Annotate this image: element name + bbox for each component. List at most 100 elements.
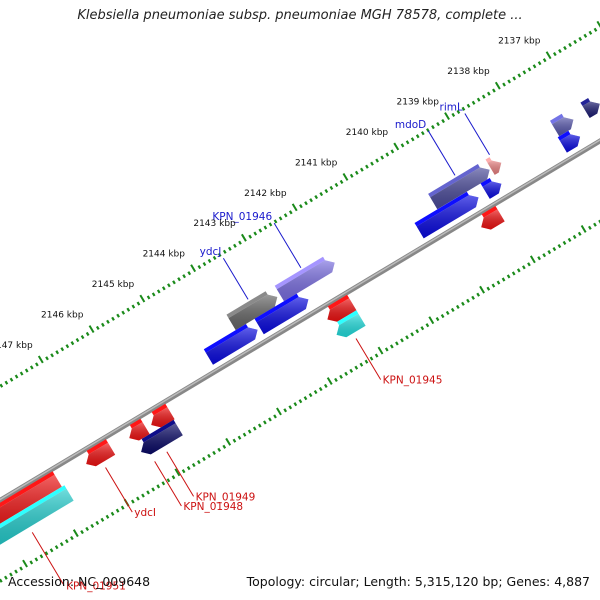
outer-tick — [197, 265, 202, 270]
outer-tick — [273, 219, 278, 224]
inner-tick — [237, 435, 242, 440]
inner-tick — [100, 517, 105, 522]
outer-tick — [431, 125, 435, 130]
outer-tick — [466, 103, 471, 108]
inner-tick — [217, 447, 222, 452]
gene-label: KPN_01951 — [66, 581, 126, 593]
gene-shading — [228, 294, 278, 331]
outer-tick — [385, 152, 390, 157]
inner-tick — [369, 356, 374, 361]
outer-tick — [522, 70, 527, 75]
gene-callouts: rimL mdoD KPN_01946 ydcJ KPN_01945 KPN_01949y… — [31, 102, 490, 593]
gene-top-face — [580, 98, 591, 106]
outer-tick-ring — [0, 20, 600, 388]
outer-tick — [207, 258, 212, 264]
inner-tick — [105, 514, 110, 519]
inner-tick — [445, 310, 450, 316]
outer-tick — [375, 158, 379, 163]
gene-g11 — [203, 324, 258, 365]
outer-tick — [37, 355, 44, 364]
tick-label: 2141 kbp — [295, 158, 338, 168]
inner-tick — [174, 468, 181, 477]
inner-tick — [420, 326, 425, 331]
inner-tick — [288, 405, 293, 410]
outer-tick — [161, 286, 166, 291]
inner-tick — [222, 444, 227, 449]
gene-top-face — [480, 178, 492, 187]
outer-tick — [146, 295, 151, 300]
inner-tick — [308, 393, 313, 398]
outer-tick — [354, 170, 359, 175]
inner-tick — [440, 313, 445, 319]
topology-text: Topology: circular; Length: 5,315,120 bp… — [246, 574, 590, 589]
outer-tick — [360, 167, 364, 172]
inner-tick — [298, 399, 303, 404]
outer-tick — [502, 82, 506, 87]
callout-line — [154, 461, 182, 507]
inner-tick — [516, 268, 521, 273]
outer-tick — [111, 316, 115, 321]
outer-tick — [241, 233, 247, 242]
inner-tick — [461, 301, 465, 306]
outer-tick — [70, 341, 75, 346]
gene-shading — [482, 181, 502, 199]
gene-label: rimL — [440, 102, 463, 114]
outer-tick — [29, 365, 34, 370]
inner-tick — [151, 487, 156, 492]
inner-tick — [171, 475, 176, 480]
outer-tick — [4, 380, 9, 385]
outer-tick — [588, 30, 593, 35]
outer-tick — [573, 39, 578, 45]
outer-tick — [116, 313, 120, 318]
outer-tick — [50, 353, 54, 358]
gene-label: KPN_01948 — [183, 501, 243, 513]
outer-tick — [24, 368, 29, 373]
gene-g12 — [481, 206, 505, 230]
gene-shading — [552, 117, 574, 137]
tick-label: 2147 kbp — [0, 341, 33, 351]
gene-shading — [276, 260, 335, 302]
inner-tick — [374, 353, 379, 358]
gene-label: KPN_01946 — [212, 211, 272, 223]
outer-tick — [156, 289, 161, 294]
gene-g2 — [550, 113, 574, 137]
inner-tick — [491, 283, 496, 288]
inner-tick — [44, 551, 49, 556]
inner-tick — [577, 231, 582, 236]
outer-tick — [494, 81, 501, 90]
inner-tick — [529, 255, 536, 264]
outer-tick — [568, 42, 572, 48]
outer-tick — [471, 100, 476, 105]
outer-tick — [0, 383, 4, 388]
outer-tick — [365, 164, 369, 169]
gene-shading — [327, 298, 357, 322]
inner-tick — [580, 224, 587, 233]
gene-g19 — [141, 419, 183, 455]
outer-tick — [334, 182, 339, 187]
inner-tick — [59, 542, 64, 547]
gene-label: KPN_01949 — [196, 491, 256, 503]
inner-tick — [49, 548, 54, 553]
genome-backbone — [0, 138, 600, 504]
callout-line — [166, 451, 194, 497]
gene-top-face — [0, 471, 55, 508]
outer-tick — [304, 201, 308, 206]
inner-tick — [242, 432, 247, 437]
inner-tick — [339, 374, 343, 379]
outer-tick — [299, 204, 303, 209]
inner-tick — [136, 496, 140, 501]
gene-g6 — [226, 291, 278, 331]
gene-g5 — [274, 256, 335, 302]
tick-label: 2143 kbp — [193, 219, 236, 229]
gene-g7 — [557, 130, 581, 153]
inner-tick — [120, 505, 125, 510]
outer-tick — [248, 234, 252, 239]
inner-tick — [359, 362, 364, 367]
inner-tick — [263, 420, 267, 425]
inner-tick — [547, 250, 552, 255]
outer-tick — [80, 334, 85, 340]
gene-top-face — [203, 324, 248, 353]
outer-tick — [288, 210, 293, 215]
inner-tick — [435, 316, 440, 322]
inner-tick — [72, 529, 79, 538]
